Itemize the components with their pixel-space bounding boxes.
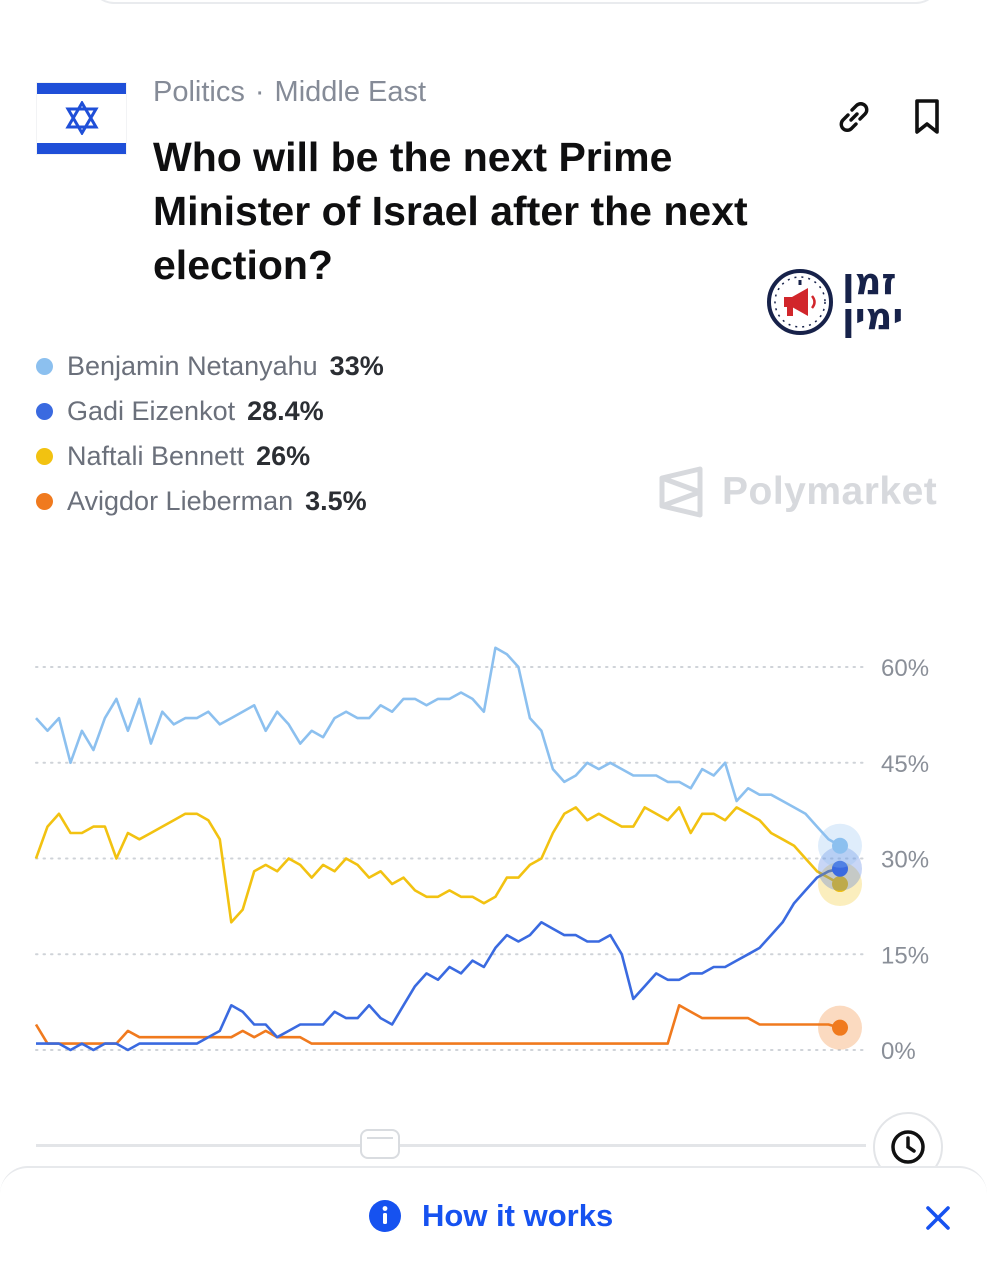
series-line-avigdor-lieberman [34,1004,841,1045]
y-tick-label: 60% [881,655,929,682]
legend-dot [36,358,53,375]
legend-name: Naftali Bennett [67,441,245,471]
polymarket-logo-icon [659,466,703,518]
breadcrumb: Politics · Middle East [153,76,426,109]
polymarket-watermark: Polymarket [658,466,937,518]
legend-dot [36,448,53,465]
y-tick-label: 45% [881,751,929,778]
series-line-gadi-eizenkot [36,867,841,1052]
zman-yamin-logo: זמן ימין [766,262,926,344]
legend-item-netanyahu[interactable]: Benjamin Netanyahu 33% [36,344,384,389]
legend-item-eizenkot[interactable]: Gadi Eizenkot 28.4% [36,389,384,434]
endpoint-dot [832,837,848,854]
link-icon [839,102,869,132]
watermark-text: Polymarket [722,470,938,513]
legend-percent: 28.4% [247,396,324,426]
info-icon [369,1200,401,1232]
range-slider-handle[interactable] [360,1129,400,1159]
legend-name: Avigdor Lieberman [67,486,294,516]
endpoint-dot [832,1019,848,1036]
market-title: Who will be the next Prime Minister of I… [153,134,748,288]
logo-text-line2: ימין [842,295,904,338]
legend-percent: 26% [256,441,311,471]
endpoint-dot [832,860,848,877]
logo-text-line1: זמן [842,260,897,303]
bottom-sheet [0,1166,987,1280]
clock-icon [891,1130,925,1164]
close-icon [926,1206,950,1230]
breadcrumb-separator: · [254,76,265,108]
how-it-works-button[interactable]: How it works [368,1198,613,1234]
legend-name: Gadi Eizenkot [67,396,236,426]
how-it-works-label: How it works [422,1198,614,1233]
legend-item-bennett[interactable]: Naftali Bennett 26% [36,434,384,479]
megaphone-clock-icon [767,269,833,335]
bookmark-icon [915,99,939,134]
breadcrumb-subcategory[interactable]: Middle East [274,76,427,108]
y-tick-label: 15% [881,942,929,969]
legend-name: Benjamin Netanyahu [67,351,318,381]
previous-card-edge [90,0,940,4]
legend-item-lieberman[interactable]: Avigdor Lieberman 3.5% [36,479,384,524]
legend-dot [36,493,53,510]
time-range-track[interactable] [36,1144,866,1147]
endpoint-dot [832,876,848,893]
legend-percent: 3.5% [305,486,367,516]
israel-flag-icon [36,82,127,155]
y-tick-label: 30% [881,847,929,874]
breadcrumb-category[interactable]: Politics [153,76,245,108]
close-button[interactable] [920,1200,956,1236]
chart-legend: Benjamin Netanyahu 33% Gadi Eizenkot 28.… [36,344,384,524]
legend-dot [36,403,53,420]
series-line-naftali-bennett [34,806,841,924]
copy-link-button[interactable] [833,96,875,138]
legend-percent: 33% [329,351,384,381]
price-history-chart[interactable]: 60% 45% 30% 15% 0% [0,620,987,1080]
series-line-benjamin-netanyahu [35,646,841,847]
y-tick-label: 0% [881,1038,916,1065]
bookmark-button[interactable] [906,96,948,138]
logo-text: זמן ימין [842,260,904,338]
